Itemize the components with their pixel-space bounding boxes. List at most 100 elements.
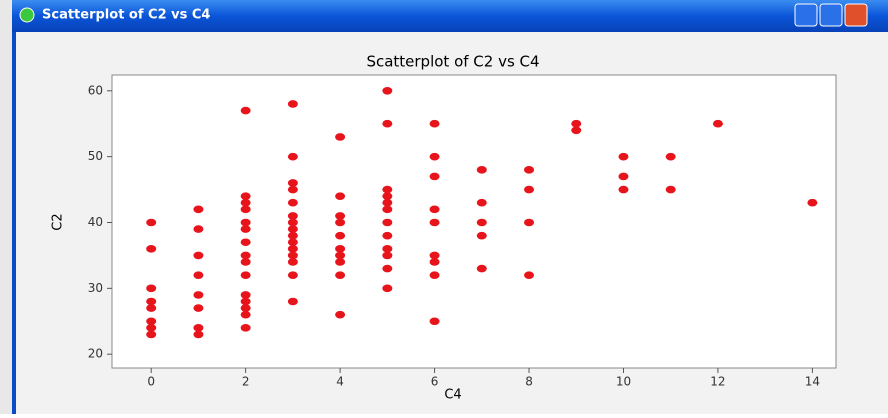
- point: [335, 271, 346, 279]
- point: [287, 271, 298, 279]
- point: [665, 185, 676, 194]
- point: [429, 205, 440, 214]
- point: [382, 218, 393, 227]
- point: [240, 291, 251, 299]
- point: [476, 231, 487, 240]
- point: [571, 119, 582, 128]
- point: [287, 212, 298, 220]
- point: [240, 225, 251, 233]
- point: [287, 152, 298, 161]
- point: [193, 271, 204, 279]
- y-tick-label: 20: [88, 347, 103, 361]
- x-tick-label: 10: [616, 375, 631, 389]
- point: [524, 185, 535, 194]
- point: [476, 264, 487, 273]
- point: [476, 198, 487, 207]
- point: [476, 166, 487, 174]
- point: [429, 251, 440, 260]
- point: [193, 330, 204, 339]
- title-bar: [12, 0, 888, 32]
- plot-area: [111, 74, 837, 369]
- background-strip: [0, 0, 12, 414]
- point: [712, 119, 723, 128]
- maximize-button[interactable]: [819, 3, 843, 27]
- point: [618, 185, 629, 194]
- point: [524, 166, 535, 174]
- point: [382, 87, 393, 95]
- point: [429, 218, 440, 227]
- window-title: Scatterplot of C2 vs C4: [42, 8, 210, 23]
- point: [240, 304, 251, 312]
- point: [240, 218, 251, 227]
- point: [287, 100, 298, 108]
- point: [382, 284, 393, 293]
- point: [287, 238, 298, 247]
- point: [335, 251, 346, 260]
- point: [193, 205, 204, 214]
- point: [382, 231, 393, 240]
- point: [193, 324, 204, 332]
- point: [382, 192, 393, 200]
- point: [240, 297, 251, 306]
- point: [240, 310, 251, 319]
- x-tick-label: 6: [431, 375, 439, 389]
- x-tick-label: 14: [805, 375, 820, 389]
- point: [665, 152, 676, 161]
- x-tick-label: 8: [525, 375, 533, 389]
- point: [429, 152, 440, 161]
- point: [287, 297, 298, 306]
- point: [146, 324, 157, 332]
- minimize-button[interactable]: [794, 3, 818, 27]
- point: [524, 218, 535, 227]
- point: [240, 271, 251, 279]
- point: [335, 218, 346, 227]
- window-icon: [19, 7, 35, 23]
- point: [287, 179, 298, 187]
- point: [335, 258, 346, 266]
- point: [335, 192, 346, 200]
- y-tick-label: 30: [88, 281, 103, 295]
- point: [335, 212, 346, 220]
- point: [193, 251, 204, 260]
- y-axis-label: C2: [51, 213, 66, 230]
- point: [146, 297, 157, 306]
- x-tick-label: 2: [242, 375, 250, 389]
- point: [382, 251, 393, 260]
- y-tick-label: 60: [88, 83, 103, 97]
- point: [382, 205, 393, 214]
- point: [146, 284, 157, 293]
- point: [287, 245, 298, 253]
- point: [382, 245, 393, 253]
- x-tick-label: 0: [147, 375, 155, 389]
- point: [240, 238, 251, 247]
- point: [287, 251, 298, 260]
- close-button[interactable]: [844, 3, 868, 27]
- point: [287, 258, 298, 266]
- point: [382, 119, 393, 128]
- point: [287, 231, 298, 240]
- point: [335, 133, 346, 141]
- point: [524, 271, 535, 279]
- point: [193, 304, 204, 312]
- x-tick-label: 12: [710, 375, 725, 389]
- point: [807, 198, 818, 207]
- point: [193, 225, 204, 233]
- point: [429, 317, 440, 326]
- point: [335, 245, 346, 253]
- point: [618, 172, 629, 181]
- point: [146, 218, 157, 227]
- point: [335, 231, 346, 240]
- point: [287, 198, 298, 207]
- point: [571, 126, 582, 135]
- point: [618, 152, 629, 161]
- point: [429, 172, 440, 181]
- point: [240, 205, 251, 214]
- x-tick-label: 4: [336, 375, 344, 389]
- point: [240, 192, 251, 200]
- y-tick-label: 50: [88, 149, 103, 163]
- point: [335, 310, 346, 319]
- point: [240, 106, 251, 115]
- point: [146, 245, 157, 253]
- point: [146, 317, 157, 326]
